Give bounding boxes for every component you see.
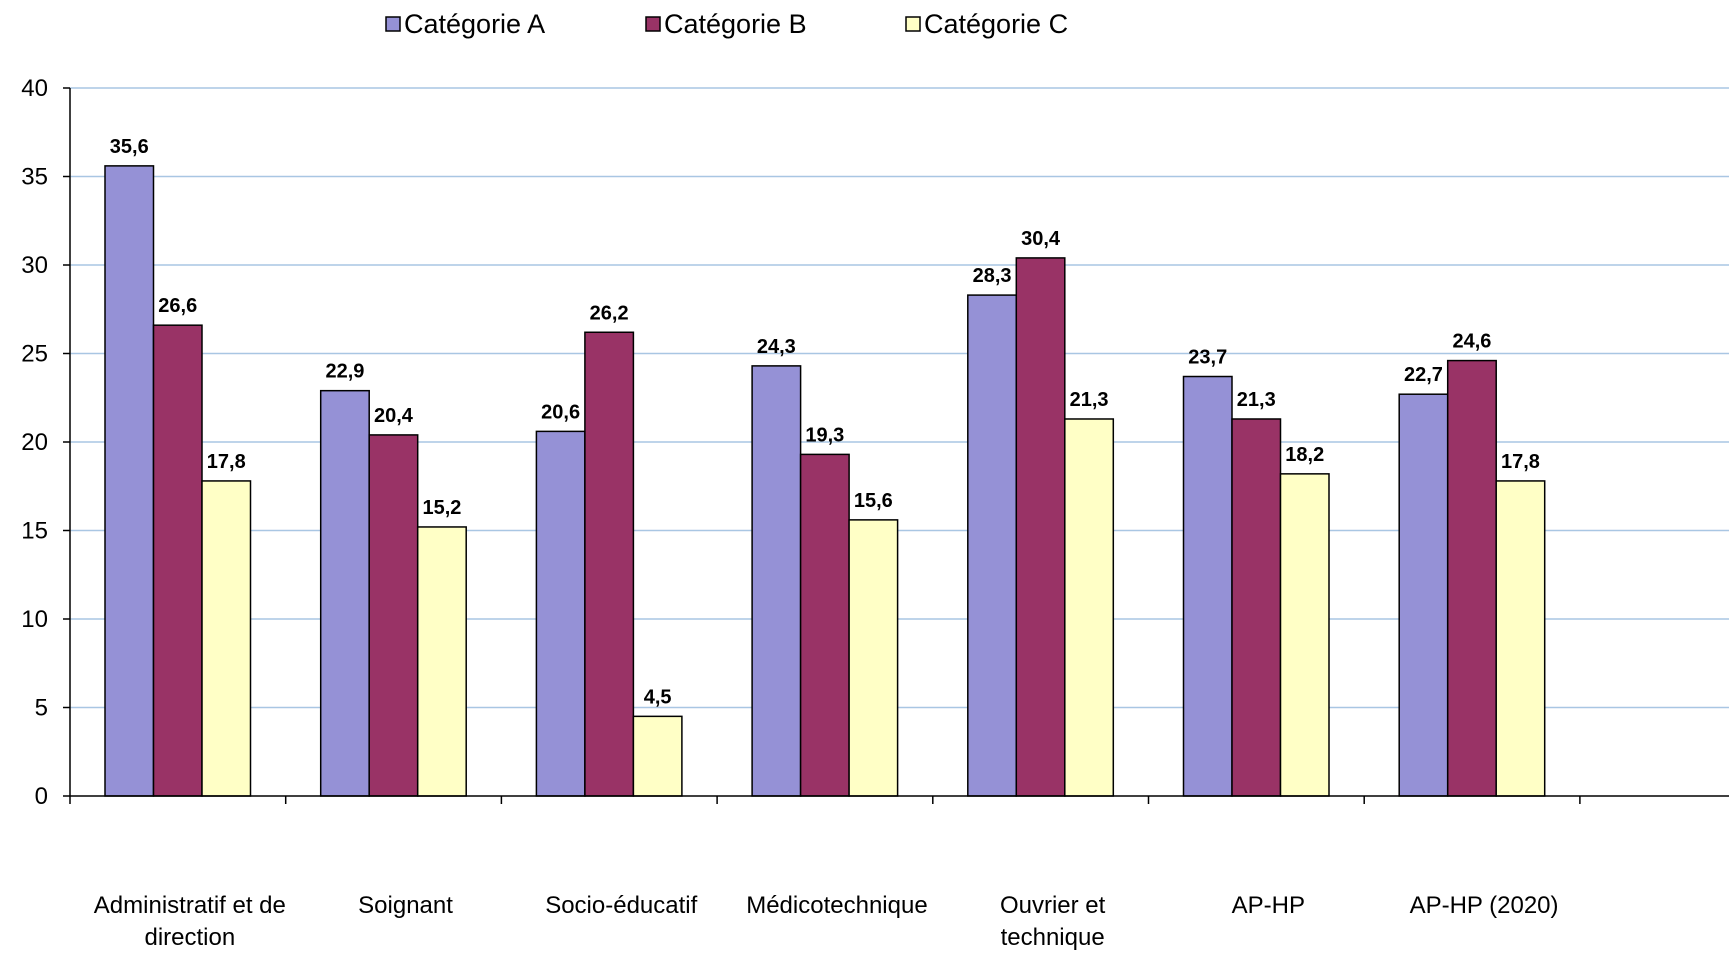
data-label: 19,3 <box>805 424 844 446</box>
bar-catégorie-a <box>1398 393 1449 797</box>
x-category-label: Ouvrier et <box>1000 892 1106 919</box>
bar-catégorie-c <box>1495 480 1546 797</box>
legend-swatch <box>905 16 921 32</box>
bar-catégorie-c <box>201 480 252 797</box>
bar-catégorie-a <box>967 294 1018 797</box>
data-labels: 35,6 22,9 20,6 24,3 28,3 23,7 22,7 26,6 20,4 26,2… <box>110 136 1540 708</box>
data-label: 18,2 <box>1285 444 1324 466</box>
data-label: 15,6 <box>854 490 893 512</box>
legend-swatch <box>645 16 661 32</box>
legend-label: Catégorie A <box>404 9 545 39</box>
x-category-label: AP-HP (2020) <box>1410 892 1559 919</box>
x-category-label: technique <box>1001 924 1105 951</box>
bar-catégorie-b <box>584 331 635 797</box>
data-label: 26,6 <box>158 295 197 317</box>
legend-swatch <box>385 16 401 32</box>
data-label: 17,8 <box>1501 451 1540 473</box>
data-label: 20,6 <box>541 401 580 423</box>
axes: 0 5 10 15 20 25 30 35 40 Administratif et de direc… <box>21 75 1729 951</box>
y-tick-label: 10 <box>21 606 48 633</box>
y-tick-label: 15 <box>21 518 48 545</box>
bar-catégorie-a <box>319 389 370 797</box>
legend-label: Catégorie C <box>924 9 1068 39</box>
y-tick-label: 30 <box>21 252 48 279</box>
data-label: 21,3 <box>1237 389 1276 411</box>
y-tick-label: 20 <box>21 429 48 456</box>
data-label: 21,3 <box>1070 389 1109 411</box>
data-label: 15,2 <box>422 497 461 519</box>
data-label: 26,2 <box>590 302 629 324</box>
bar-catégorie-b <box>799 453 850 797</box>
bars <box>104 165 1546 797</box>
bar-catégorie-c <box>1064 418 1115 797</box>
data-label: 20,4 <box>374 405 414 427</box>
bar-catégorie-c <box>632 715 683 797</box>
bar-catégorie-a <box>535 430 586 797</box>
y-tick-label: 25 <box>21 341 48 368</box>
y-tick-label: 0 <box>35 783 48 810</box>
x-category-label: Administratif et de <box>94 892 286 919</box>
bar-catégorie-c <box>1279 473 1330 797</box>
x-category-label: Soignant <box>358 892 453 919</box>
bar-catégorie-b <box>1446 359 1497 797</box>
bar-catégorie-a <box>1182 375 1233 797</box>
bar-catégorie-a <box>104 165 155 797</box>
bar-catégorie-c <box>848 519 899 797</box>
data-label: 24,6 <box>1452 331 1491 353</box>
data-label: 23,7 <box>1188 347 1227 369</box>
bar-catégorie-c <box>416 526 467 797</box>
x-category-label: Médicotechnique <box>746 892 927 919</box>
data-label: 30,4 <box>1021 228 1061 250</box>
legend: Catégorie A Catégorie B Catégorie C <box>385 9 1068 39</box>
bar-catégorie-b <box>368 434 419 797</box>
bar-catégorie-b <box>1231 418 1282 797</box>
data-label: 17,8 <box>207 451 246 473</box>
data-label: 24,3 <box>757 336 796 358</box>
x-category-label: direction <box>144 924 235 951</box>
y-tick-label: 35 <box>21 164 48 191</box>
data-label: 4,5 <box>644 686 672 708</box>
y-tick-label: 40 <box>21 75 48 102</box>
bar-catégorie-a <box>751 365 802 797</box>
legend-label: Catégorie B <box>664 9 807 39</box>
data-label: 28,3 <box>973 265 1012 287</box>
bar-catégorie-b <box>1015 257 1066 797</box>
x-category-label: Socio-éducatif <box>545 892 697 919</box>
x-category-label: AP-HP <box>1232 892 1305 919</box>
data-label: 35,6 <box>110 136 149 158</box>
data-label: 22,7 <box>1404 364 1443 386</box>
data-label: 22,9 <box>325 361 364 383</box>
y-tick-label: 5 <box>35 695 48 722</box>
bar-catégorie-b <box>152 324 203 797</box>
